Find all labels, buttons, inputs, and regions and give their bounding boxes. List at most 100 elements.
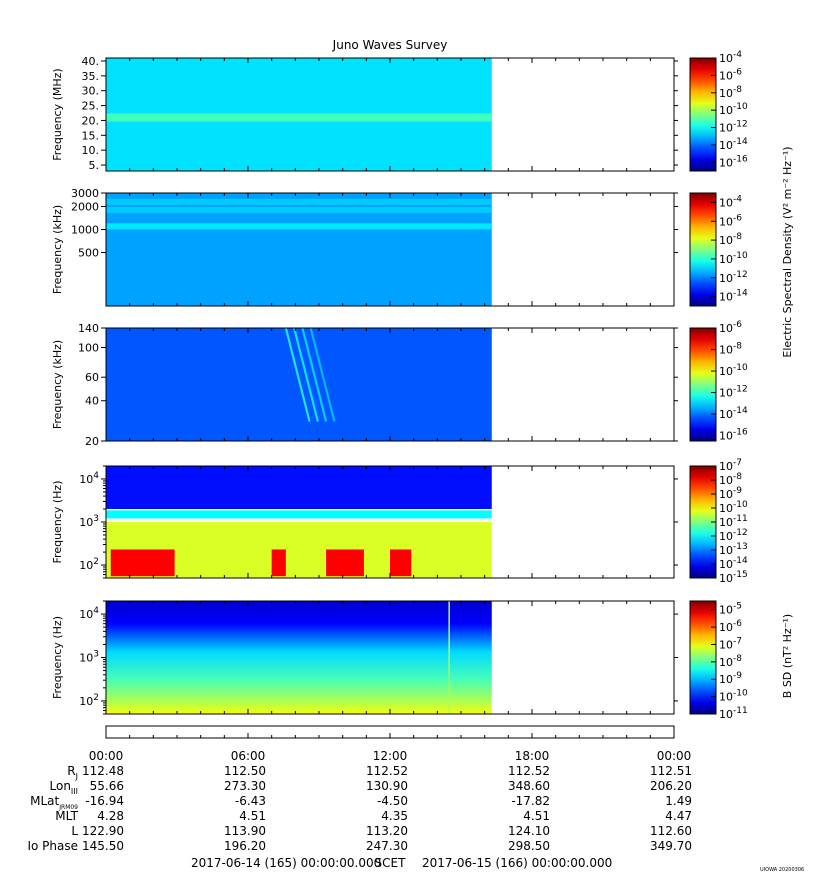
ephemeris-value: 113.90 (224, 824, 266, 838)
colorbar-tick-label: 10-12 (719, 528, 748, 543)
spectrogram-band (106, 206, 492, 213)
ephemeris-value: 4.51 (239, 809, 266, 823)
ephemeris-row-label: RJ (67, 764, 78, 781)
panel-waves-140khz: 20 40 60 100 140 Frequency (kHz) (51, 322, 678, 448)
y-tick-label: 35. (82, 70, 100, 83)
y-tick-label: 60 (85, 371, 99, 384)
ephemeris-value: -4.50 (377, 794, 408, 808)
colorbar-tick-label: 10-8 (719, 342, 742, 357)
colorbar-tick-label: 10-12 (719, 120, 748, 135)
spectrogram-band (106, 223, 492, 230)
colorbar-waves-3mhz: 10-14 10-12 10-10 10-8 10-6 10-4 (689, 192, 748, 307)
colorbar-gradient (690, 193, 716, 306)
ephemeris-value: 206.20 (650, 779, 692, 793)
colorbar-tick-label: 10-10 (719, 363, 748, 378)
ephemeris-value: -16.94 (85, 794, 124, 808)
ephemeris-row-label: L (71, 824, 78, 838)
y-tick-label: 30. (82, 85, 100, 98)
colorbar-tick-label: 10-16 (719, 428, 748, 443)
ephemeris-value: 122.90 (82, 824, 124, 838)
ephemeris-value: 145.50 (82, 839, 124, 853)
ephemeris-value: 247.30 (366, 839, 408, 853)
ephemeris-value: 349.70 (650, 839, 692, 853)
y-axis-label: Frequency (Hz) (51, 481, 64, 564)
colorbar-tick-label: 10-5 (719, 602, 742, 617)
y-tick-label: 100 (78, 342, 99, 355)
colorbar-tick-label: 10-9 (719, 671, 742, 686)
panel-waves-lfr-magnetic: 102 103 104 Frequency (Hz) (51, 600, 678, 715)
colorbar-tick-label: 10-14 (719, 556, 748, 571)
spectrogram-background (106, 466, 492, 510)
colorbar-tick-label: 10-12 (719, 385, 748, 400)
ephemeris-row-label: LonIII (50, 779, 79, 796)
y-tick-label: 25. (82, 100, 100, 113)
ephemeris-value: 298.50 (508, 839, 550, 853)
colorbar-tick-label: 10-6 (719, 213, 742, 228)
colorbar-tick-label: 10-4 (719, 50, 742, 65)
colorbar-tick-label: 10-4 (719, 194, 742, 209)
colorbar-tick-label: 10-12 (719, 270, 748, 285)
time-tick-label: 06:00 (231, 749, 266, 763)
ephemeris-value: 55.66 (90, 779, 124, 793)
colorbar-tick-label: 10-9 (719, 486, 742, 501)
footer-scet-label: SCET (375, 856, 407, 870)
ephemeris-row-label: MLT (55, 809, 78, 823)
spectrogram-gradient (106, 601, 492, 714)
y-tick-label: 104 (79, 471, 99, 486)
ephemeris-value: 112.48 (82, 764, 124, 778)
ephemeris-value: 113.20 (366, 824, 408, 838)
y-tick-label: 20. (82, 114, 100, 127)
colorbar-tick-label: 10-13 (719, 542, 748, 557)
y-axis-label: Frequency (Hz) (51, 616, 64, 699)
ephemeris-value: 112.60 (650, 824, 692, 838)
y-axis-label: Frequency (kHz) (51, 340, 64, 429)
colorbar-tick-label: 10-8 (719, 654, 742, 669)
ephemeris-value: 273.30 (224, 779, 266, 793)
ephemeris-value: 124.10 (508, 824, 550, 838)
intense-burst (110, 549, 175, 577)
ephemeris-value: 112.52 (366, 764, 408, 778)
ephemeris-value: 112.52 (508, 764, 550, 778)
colorbar-waves-lfr-electric: 10-1510-1410-1310-1210-1110-1010-910-810… (689, 458, 748, 585)
ephemeris-value: 4.51 (523, 809, 550, 823)
colorbar-tick-label: 10-10 (719, 689, 748, 704)
magnetic-colorbar-label: B SD (nT² Hz⁻¹) (781, 614, 794, 698)
colorbar-tick-label: 10-10 (719, 102, 748, 117)
figure-title: Juno Waves Survey (332, 38, 448, 52)
colorbar-tick-label: 10-14 (719, 137, 748, 152)
spectrogram-band (106, 510, 492, 519)
colorbar-tick-label: 10-6 (719, 619, 742, 634)
time-tick-label: 18:00 (515, 749, 550, 763)
y-axis-label: Frequency (kHz) (51, 205, 64, 294)
y-tick-label: 3000 (71, 187, 99, 200)
colorbar-waves-40mhz: 10-16 10-14 10-12 10-10 10-8 10-6 10-4 (689, 50, 748, 172)
colorbar-frame (689, 327, 717, 442)
y-tick-label: 500 (78, 247, 99, 260)
y-tick-label: 40 (85, 395, 99, 408)
colorbar-tick-label: 10-16 (719, 154, 748, 169)
colorbar-tick-label: 10-10 (719, 251, 748, 266)
ephemeris-value: 4.47 (665, 809, 692, 823)
drifting-burst (284, 327, 311, 422)
y-tick-label: 40. (82, 55, 100, 68)
time-tick-label: 12:00 (373, 749, 408, 763)
drifting-burst (309, 327, 336, 422)
intense-burst (390, 549, 412, 577)
y-tick-label: 104 (79, 606, 99, 621)
colorbar-frame (689, 57, 717, 172)
colorbar-frame (689, 192, 717, 307)
ephemeris-value: 4.35 (381, 809, 408, 823)
colorbar-tick-label: 10-8 (719, 472, 742, 487)
y-tick-label: 102 (79, 557, 99, 572)
y-tick-label: 10. (82, 144, 100, 157)
y-tick-label: 1000 (71, 223, 99, 236)
colorbar-gradient (690, 601, 716, 714)
colorbar-tick-label: 10-14 (719, 406, 748, 421)
ephemeris-value: -6.43 (235, 794, 266, 808)
colorbar-tick-label: 10-10 (719, 500, 748, 515)
time-axis: 00:00 06:00 12:00 18:00 00:00 (89, 725, 691, 763)
colorbar-tick-label: 10-6 (719, 67, 742, 82)
y-tick-label: 5. (89, 159, 100, 172)
